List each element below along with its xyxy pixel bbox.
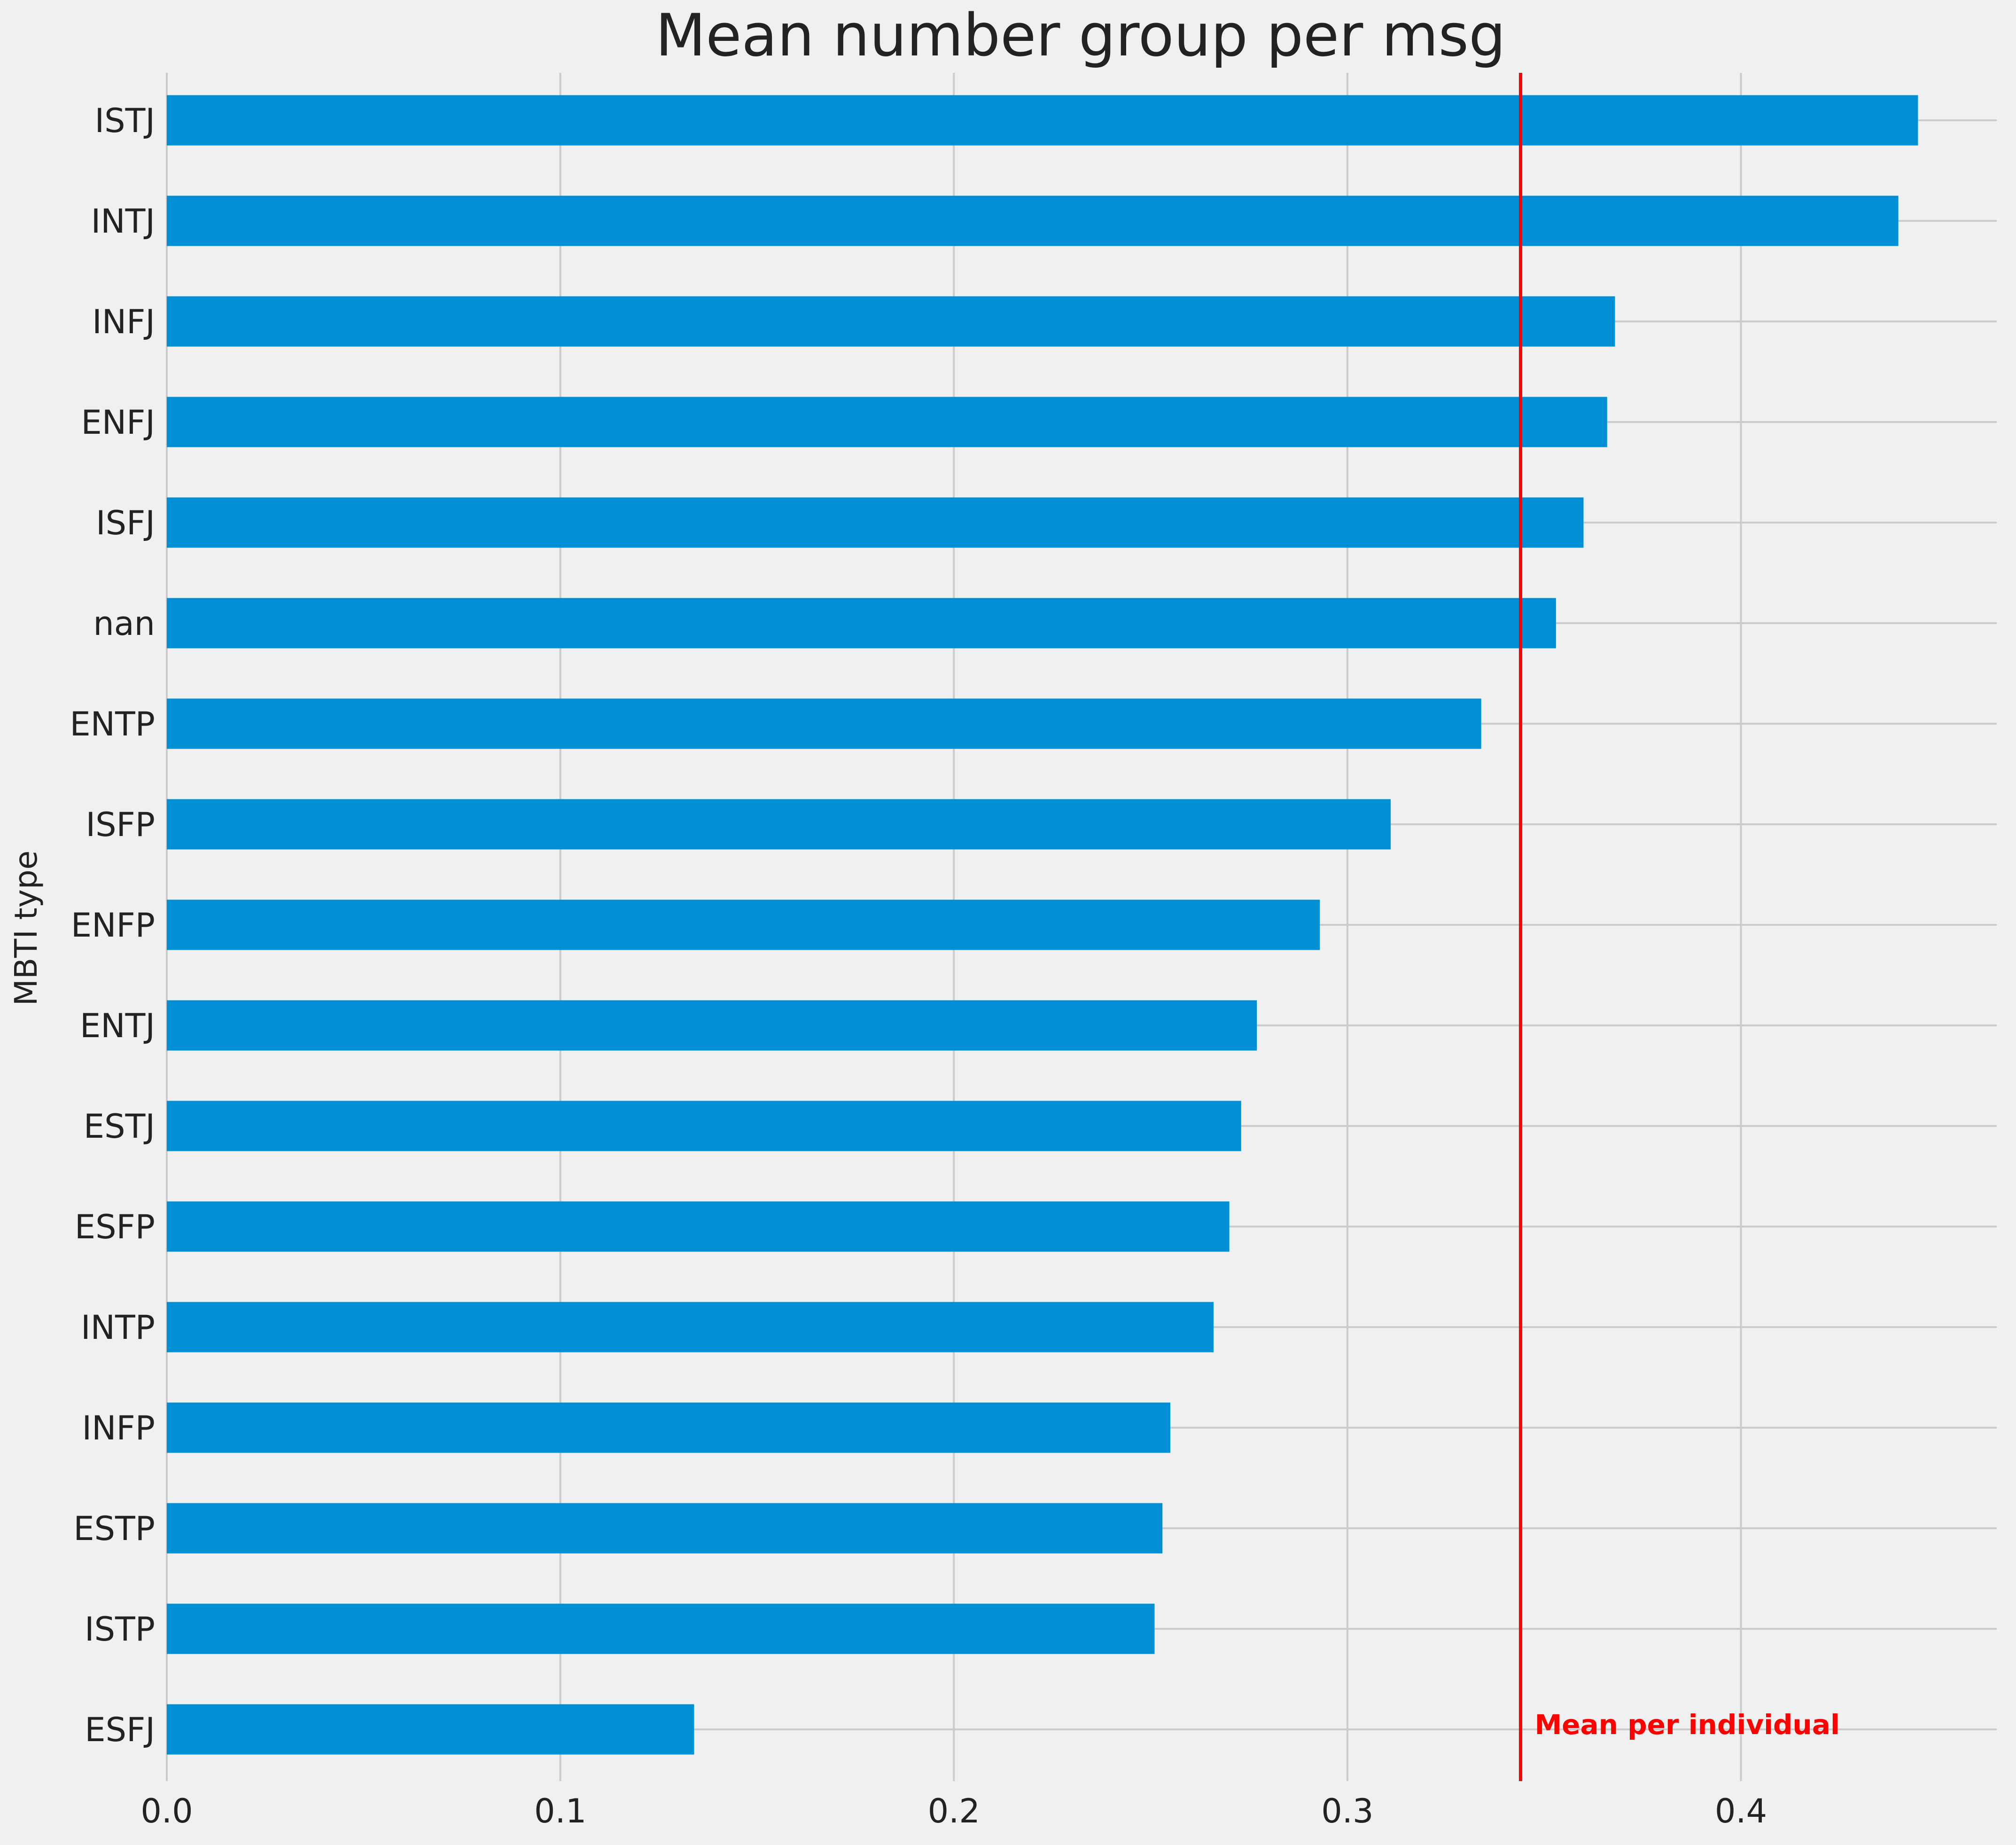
y-tick-label: ISFP (86, 805, 155, 844)
y-tick-label: ESTJ (84, 1107, 155, 1146)
bar-esfp (167, 1201, 1230, 1252)
bar-estj (167, 1101, 1241, 1151)
y-axis-label: MBTI type (8, 851, 44, 1006)
x-tick-label: 0.0 (140, 1792, 193, 1830)
bar-enfj (167, 397, 1607, 447)
x-tick-label: 0.4 (1715, 1792, 1767, 1830)
y-tick-labels: ISTJ INTJ INFJ ENFJ ISFJ nan ENTP ISFP ENFP ENTJ E… (70, 102, 155, 1749)
y-tick-label: ESFJ (85, 1711, 155, 1749)
bar-istp (167, 1603, 1155, 1654)
x-tick-labels: 0.0 0.1 0.2 0.3 0.4 (140, 1792, 1767, 1830)
y-tick-label: ENFJ (81, 403, 156, 442)
bar-infp (167, 1402, 1170, 1453)
y-tick-label: ESTP (73, 1509, 155, 1548)
bar-estp (167, 1503, 1163, 1554)
x-tick-label: 0.3 (1321, 1792, 1373, 1830)
y-tick-label: nan (93, 604, 155, 643)
y-tick-label: ENTP (70, 705, 155, 743)
y-tick-label: ISTJ (95, 102, 155, 140)
bar-entj (167, 1000, 1257, 1051)
bar-istj (167, 95, 1918, 146)
x-tick-label: 0.2 (928, 1792, 980, 1830)
y-tick-label: INTP (81, 1308, 155, 1347)
x-tick-label: 0.1 (534, 1792, 586, 1830)
y-tick-label: ISTP (85, 1610, 155, 1649)
y-tick-label: INTJ (91, 202, 155, 241)
y-tick-label: INFJ (92, 303, 155, 341)
bar-esfj (167, 1704, 694, 1755)
mean-reference-label: Mean per individual (1534, 1709, 1839, 1741)
bar-intp (167, 1302, 1214, 1352)
y-tick-label: ESFP (75, 1208, 155, 1246)
reference-line-group: Mean per individual (1518, 73, 1840, 1781)
y-tick-label: ENTJ (80, 1007, 155, 1045)
bar-intj (167, 195, 1899, 246)
bar-isfj (167, 497, 1584, 548)
bar-infj (167, 296, 1615, 347)
y-tick-label: INFP (82, 1409, 155, 1447)
chart-title: Mean number group per msg (655, 2, 1506, 70)
y-tick-label: ENFP (71, 906, 155, 945)
bar-entp (167, 698, 1481, 749)
bar-isfp (167, 799, 1391, 850)
y-tick-label: ISFJ (96, 504, 155, 542)
bar-nan (167, 598, 1556, 649)
bars (167, 95, 1918, 1755)
bar-enfp (167, 899, 1320, 950)
